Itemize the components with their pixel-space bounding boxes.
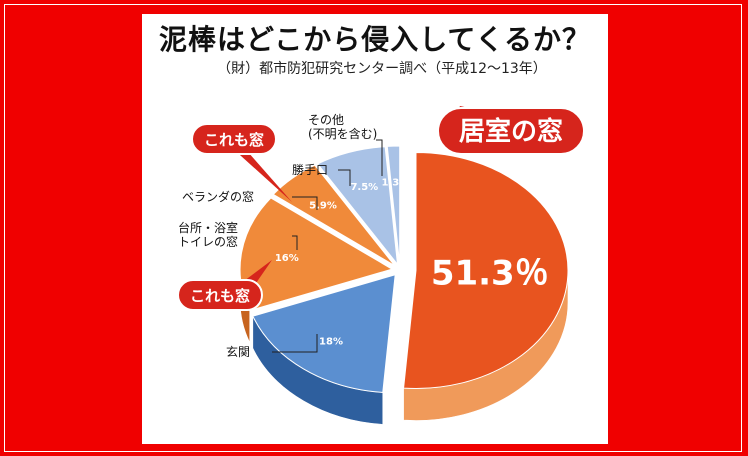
callout-top-left-bubble bbox=[191, 123, 277, 155]
chart-panel: 泥棒はどこから侵入してくるか？ （財）都市防犯研究センター調べ（平成12〜13年… bbox=[142, 14, 608, 444]
chart-subtitle: （財）都市防犯研究センター調べ（平成12〜13年） bbox=[217, 61, 547, 77]
pie-slice bbox=[272, 164, 396, 266]
leader-line bbox=[338, 169, 351, 186]
leader-line bbox=[292, 235, 298, 250]
slice-category-label: その他 bbox=[308, 113, 344, 127]
slice-value-label: 16% bbox=[275, 253, 299, 264]
leader-line bbox=[376, 139, 383, 176]
slice-category-label: ベランダの窓 bbox=[182, 189, 254, 204]
pie-slice bbox=[316, 146, 399, 266]
callout-main-label: 居室の窓 bbox=[459, 116, 563, 147]
slice-category-label: トイレの窓 bbox=[178, 234, 238, 249]
pie-slice bbox=[252, 274, 396, 393]
slice-value-label: 7.5% bbox=[350, 182, 378, 193]
callout-pointer bbox=[230, 146, 292, 202]
callout-bottom-left-label: これも窓 bbox=[190, 287, 250, 305]
slice-category-label: (不明を含む) bbox=[308, 126, 377, 141]
slice-value-label: 1.3% bbox=[381, 177, 409, 188]
callout-top-left-label: これも窓 bbox=[204, 131, 264, 149]
leader-line bbox=[272, 334, 318, 353]
pie-slice bbox=[403, 151, 569, 389]
slice-category-label: 玄関 bbox=[226, 344, 250, 359]
callout-main-bubble bbox=[437, 107, 585, 155]
pie-slice bbox=[386, 145, 401, 265]
slice-value-label: 51.3％ bbox=[431, 254, 549, 294]
frame-inner-border bbox=[4, 4, 742, 452]
leader-line bbox=[292, 196, 318, 210]
slice-category-label: 勝手口 bbox=[292, 162, 328, 177]
slice-value-label: 18% bbox=[319, 337, 343, 348]
chart-title: 泥棒はどこから侵入してくるか？ bbox=[159, 23, 591, 56]
slice-value-label: 5.9% bbox=[309, 200, 337, 211]
callout-bottom-left-bubble bbox=[177, 279, 263, 311]
slice-category-label: 台所・浴室 bbox=[178, 220, 238, 235]
